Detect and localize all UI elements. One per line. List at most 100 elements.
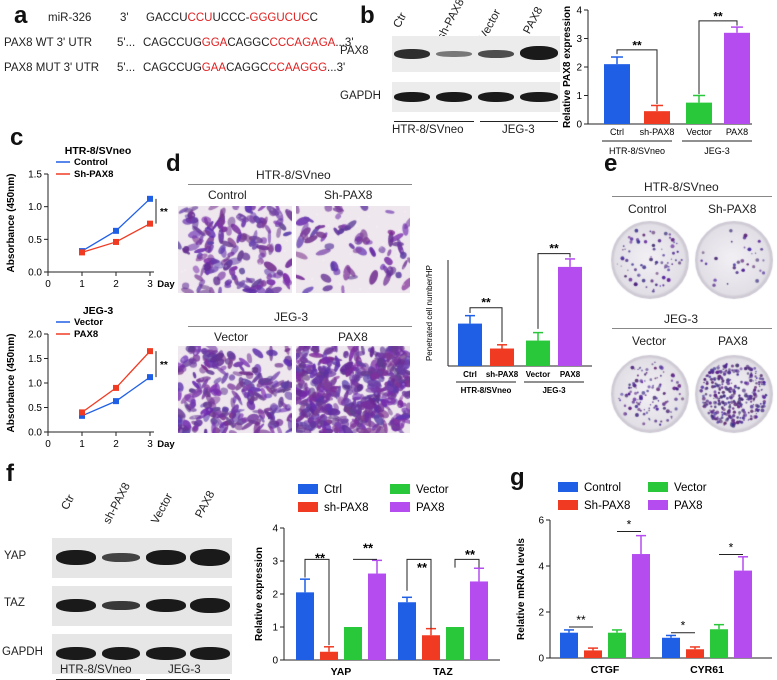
bar [344,627,362,660]
bar [368,573,386,660]
x-tick-label: TAZ [433,666,453,678]
sequence-segment: CAGGC [227,37,270,49]
e-label-pax8: PAX8 [718,334,748,348]
seed-match: GGA [201,37,228,49]
y-tick-label: 2 [576,63,582,74]
y-tick-label: 0 [538,654,544,665]
y-tick-label: 0 [272,656,278,667]
y-tick-label: 3 [576,34,582,45]
sig-label: * [681,619,686,633]
bar [296,592,314,660]
e-bottom-title: JEG-3 [664,312,699,326]
group-label-htr: HTR-8/SVneo [392,124,464,136]
y-tick-label: 0 [576,120,582,131]
sig-label: ** [363,540,374,555]
y-tick-label: 6 [538,516,544,527]
sig-label: ** [481,296,491,310]
sequence-segment: C [309,12,318,24]
sig-label: ** [465,547,476,562]
data-point [79,412,85,419]
blot-strip-yap [52,538,232,578]
y-tick-label: 1 [576,91,582,102]
sequence-label: PAX8 MUT 3' UTR [4,62,100,74]
sequence-prime: 5'... [117,62,136,74]
sequence-segment: CAGCCUG [143,37,202,49]
y-tick-label: 1 [272,623,278,634]
x-tick-label: CYR61 [690,664,724,676]
micrograph-vector [178,346,292,433]
group-label: HTR-8/SVneo [609,146,665,156]
lane-label: PAX8 [521,5,546,37]
y-tick-label: 1.0 [28,202,42,213]
sequence-text: GACCUCCUUCCC-GGGUCUCC [146,12,318,24]
panel-label-a: a [14,2,28,29]
bar [446,627,464,660]
blot-label-taz: TAZ [4,597,25,609]
legend-label: PAX8 [674,500,703,512]
d-top-title: HTR-8/SVneo [256,168,331,182]
x-axis-label: Day [157,279,175,290]
sig-label: ** [576,613,586,627]
legend-swatch [298,484,318,494]
y-tick-label: 4 [538,562,544,573]
panel-e-colony: HTR-8/SVneo Control Sh-PAX8 JEG-3 Vector… [604,180,777,434]
x-tick-label: sh-PAX8 [640,127,675,137]
panel-f-bar-chart: 0 1 2 3 4 Relative expression YAP TAZ Ctrl sh-PAX… [254,484,500,678]
micrograph-control [178,206,292,293]
group-label-jeg: JEG-3 [168,664,201,676]
x-tick-label: 1 [79,439,85,450]
group-label: HTR-8/SVneo [461,386,512,395]
blot-strip-gapdh [392,82,560,112]
sig-bracket [698,20,738,95]
bar [560,632,578,658]
data-point [113,238,119,245]
bar [734,570,752,658]
sequence-segment: GACCU [146,12,188,24]
bar [526,340,550,366]
sig-label: ** [713,9,723,23]
legend-label: sh-PAX8 [324,502,369,514]
x-tick-label: Ctrl [610,127,624,137]
seed-match: GGGUCUC [249,12,310,24]
series-line [81,376,151,417]
panel-g-bar-chart: 0 2 4 6 Relative mRNA levels CTGF CYR61 Control… [516,482,772,676]
sig-label: ** [417,560,428,575]
sig-bracket [616,49,658,105]
bar [710,629,728,658]
x-axis-label: Day [157,439,175,450]
data-point [113,384,119,391]
legend-label: Ctrl [324,484,342,496]
sequence-segment: UCCC- [212,12,250,24]
y-tick-label: 4 [272,524,278,535]
lane-label: Ctr [391,10,410,30]
d-label-vector: Vector [214,330,249,344]
x-tick-label: 0 [45,279,51,290]
sequence-text: CAGCCUGGAACAGGCCCAAGGG...3' [143,62,345,74]
panel-label-c: c [10,124,24,151]
sequence-segment: CAGCCUG [143,62,202,74]
legend-swatch [298,502,318,512]
x-tick-label: sh-PAX8 [486,370,519,379]
y-tick-label: 0.5 [28,235,42,246]
sig-label: * [627,518,632,532]
sequence-prime: 5'... [117,37,136,49]
x-tick-label: PAX8 [726,127,748,137]
legend-label: PAX8 [74,329,98,340]
sig-bracket [454,558,480,568]
legend-label: Control [74,157,108,168]
seed-match: CCAAGGG [268,62,328,74]
legend-swatch [648,482,668,492]
x-tick-label: 2 [113,279,119,290]
y-tick-label: 2 [272,590,278,601]
y-axis-label: Absorbance (450nm) [6,174,17,273]
data-point [79,409,85,416]
y-tick-label: 3 [272,557,278,568]
bar [458,323,482,366]
x-tick-label: 3 [147,279,153,290]
sig-label: ** [549,242,559,256]
sequence-label: miR-326 [48,12,92,24]
panel-label-g: g [510,464,525,491]
sequence-text: CAGCCUGGGACAGGCCCCAGAGA...3' [143,37,354,49]
legend-swatch [558,500,578,510]
